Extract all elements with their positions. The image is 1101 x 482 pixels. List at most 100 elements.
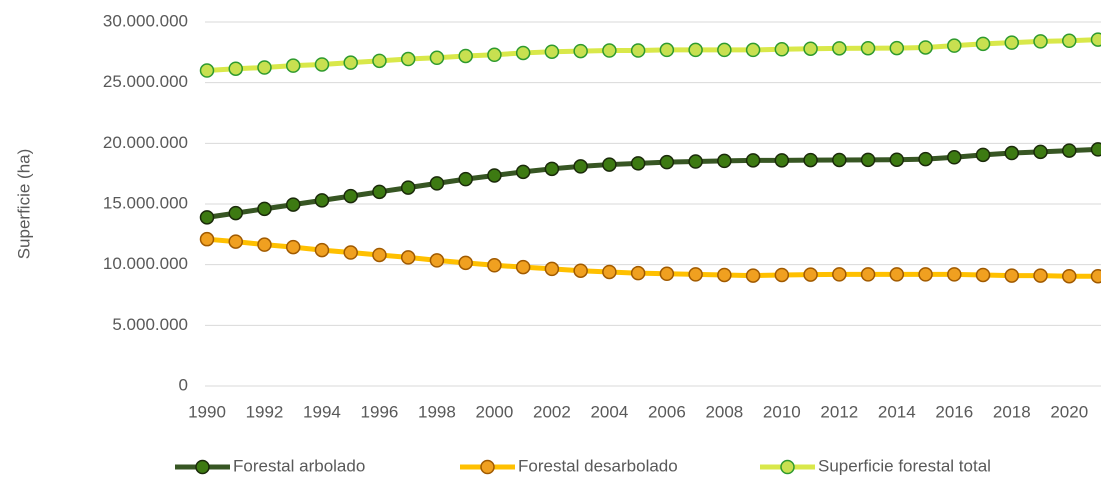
series-marker [602,264,617,280]
series-marker [429,176,445,191]
series-marker [1004,145,1020,161]
series-marker [487,258,502,273]
series-marker [544,161,560,177]
series-marker [918,267,933,282]
series-marker [257,60,272,75]
series-marker [832,152,847,168]
legend-label: Forestal arbolado [233,456,365,475]
series-marker [544,44,560,59]
series-marker [285,58,301,73]
series-marker [1090,268,1101,284]
series-marker [975,147,991,163]
series-marker [314,242,330,258]
series-marker [429,253,445,268]
series-marker [515,164,531,180]
x-tick-label: 2006 [648,402,686,421]
series-marker [487,47,502,63]
series-marker [458,171,473,187]
series-marker [717,42,732,58]
series-marker [199,210,215,225]
series-marker [285,197,301,212]
series-marker [458,48,473,64]
series-marker [1090,142,1101,157]
legend-label: Forestal desarbolado [518,456,678,475]
y-tick-label: 15.000.000 [103,193,188,212]
series-marker [832,41,847,56]
series-marker [1004,35,1020,50]
x-tick-label: 2008 [705,402,743,421]
x-tick-label: 2016 [935,402,973,421]
series-marker [918,151,933,167]
series-marker [659,154,675,170]
series-marker [314,57,330,72]
series-marker [602,43,617,58]
series-marker [285,239,301,255]
series-marker [199,231,215,247]
series-marker [257,237,272,252]
series-marker [947,150,962,165]
series-marker [659,266,675,282]
series-marker [429,50,445,66]
series-marker [199,63,215,78]
x-tick-label: 1998 [418,402,456,421]
series-marker [400,180,416,195]
series-marker [860,40,876,56]
legend-marker [480,459,495,475]
series-marker [314,193,330,208]
series-marker [1090,32,1101,47]
series-marker [1062,33,1077,49]
y-tick-label: 30.000.000 [103,11,188,30]
series-marker [774,267,790,283]
x-tick-label: 2018 [993,402,1031,421]
series-marker [832,267,847,282]
series-marker [487,168,502,183]
series-marker [602,157,617,172]
series-marker [659,42,675,58]
series-marker [688,42,703,58]
y-tick-label: 25.000.000 [103,72,188,91]
series-line [206,236,1098,279]
series-marker [228,205,243,221]
legend-marker [780,459,795,475]
series-marker [343,188,358,204]
y-tick-label: 10.000.000 [103,254,188,273]
series-marker [1033,268,1048,283]
series-marker [630,43,646,58]
x-tick-label: 1992 [246,402,284,421]
series-marker [688,267,703,282]
series-marker [1062,268,1077,284]
series-marker [975,267,991,283]
series-marker [630,265,646,281]
series-marker [918,40,933,55]
x-tick-label: 1990 [188,402,226,421]
legend-label: Superficie forestal total [818,456,991,475]
series-marker [544,261,560,277]
series-marker [889,267,905,282]
series-marker [745,268,761,283]
x-tick-label: 2014 [878,402,916,421]
series-marker [343,245,358,260]
series-marker [372,53,387,69]
series-line [206,37,1099,74]
y-axis-label: Superficie (ha) [14,149,33,260]
series-marker [1033,34,1048,49]
series-marker [860,152,876,168]
series-marker [400,51,416,67]
series-marker [573,159,588,174]
series-marker [573,263,588,278]
y-tick-label: 20.000.000 [103,133,188,152]
series-marker [257,201,272,217]
x-tick-label: 2000 [476,402,514,421]
series-marker [228,234,243,249]
x-tick-label: 2004 [590,402,628,421]
series-marker [889,152,905,167]
series-marker [515,45,531,61]
series-marker [975,36,991,52]
series-marker [400,250,416,265]
series-marker [803,152,818,168]
x-tick-label: 1994 [303,402,341,421]
series-marker [717,267,732,283]
series-marker [889,40,905,56]
series-marker [1033,144,1048,160]
series-marker [745,42,761,58]
